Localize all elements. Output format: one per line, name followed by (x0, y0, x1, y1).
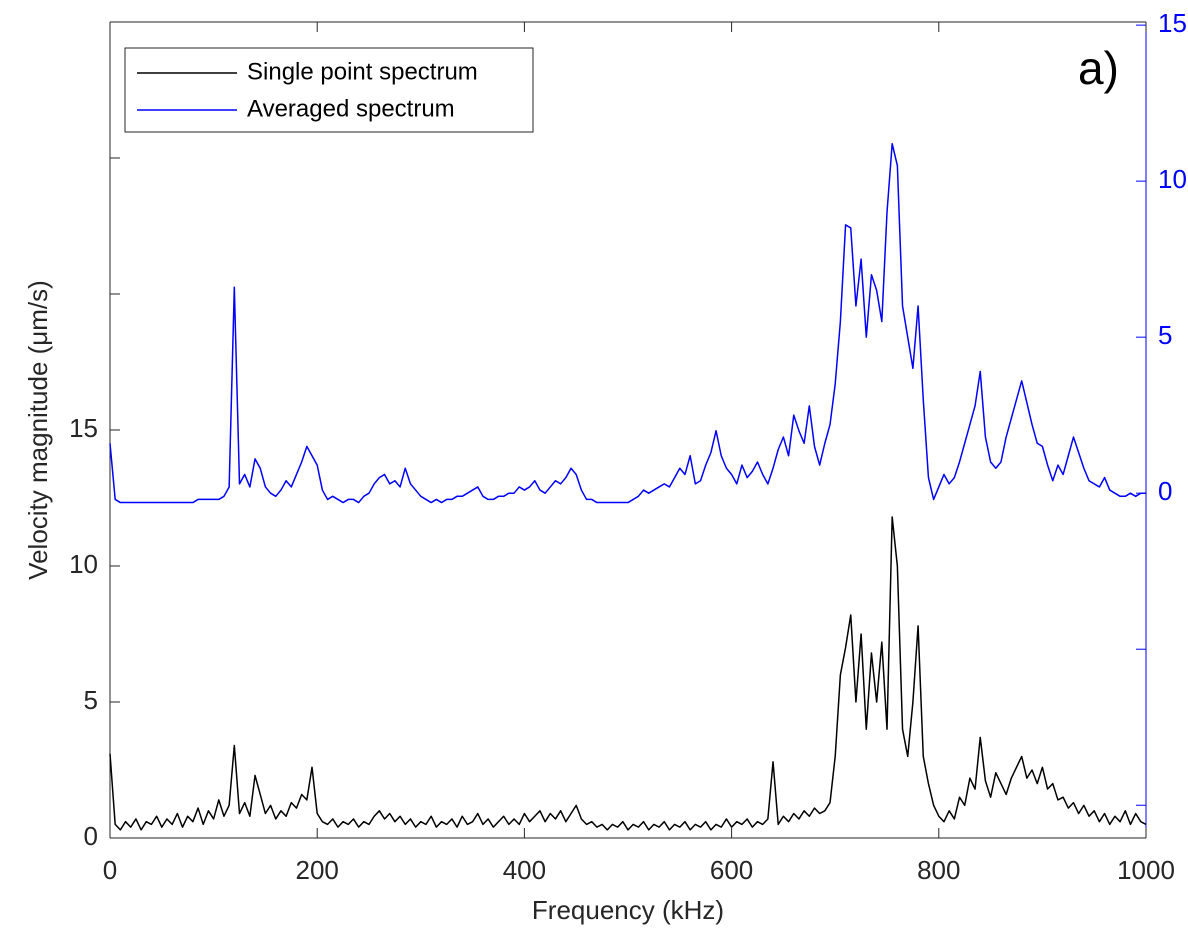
y2-tick-label: 5 (1158, 320, 1172, 350)
y-axis-label: Velocity magnitude (μm/s) (23, 280, 53, 580)
x-tick-label: 600 (710, 855, 753, 885)
series-line (109, 516, 1147, 831)
x-tick-label: 200 (296, 855, 339, 885)
legend-label: Averaged spectrum (247, 95, 455, 122)
y-tick-label: 15 (69, 413, 98, 443)
x-axis-label: Frequency (kHz) (532, 895, 724, 925)
y2-tick-label: 15 (1158, 8, 1187, 38)
legend-label: Single point spectrum (247, 58, 478, 85)
series-line (109, 142, 1146, 504)
panel-label: a) (1078, 42, 1119, 94)
y2-tick-label: 0 (1158, 476, 1172, 506)
x-tick-label: 0 (103, 855, 117, 885)
y-tick-label: 0 (84, 821, 98, 851)
y2-tick-label: 10 (1158, 164, 1187, 194)
y-tick-label: 5 (84, 685, 98, 715)
x-tick-label: 1000 (1117, 855, 1175, 885)
x-tick-label: 800 (917, 855, 960, 885)
legend-box (124, 47, 534, 133)
y-tick-label: 10 (69, 549, 98, 579)
x-tick-label: 400 (503, 855, 546, 885)
